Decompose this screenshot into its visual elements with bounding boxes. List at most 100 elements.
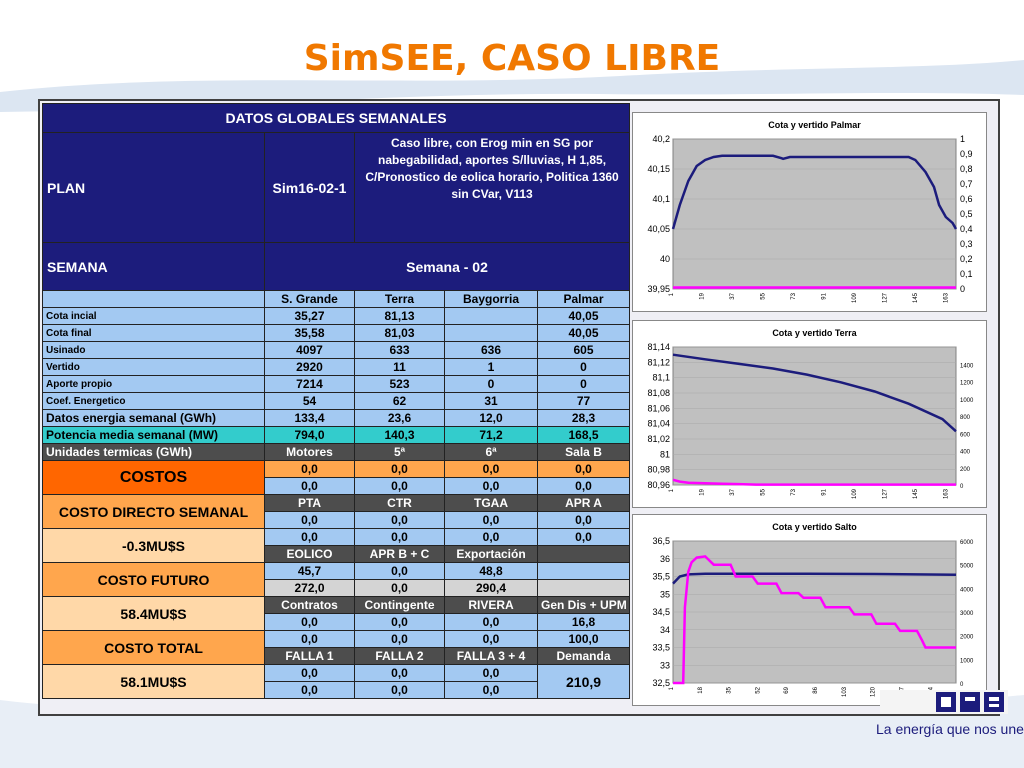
x-tick-label: 163 <box>944 292 950 303</box>
x-tick-label: 127 <box>883 292 889 303</box>
costo-futuro-value: 58.4MU$S <box>42 596 265 631</box>
y2-tick-label: 0,5 <box>960 209 973 219</box>
y2-tick-label: 0,2 <box>960 254 973 264</box>
generator-header: CTR <box>354 494 445 512</box>
series-line <box>672 353 957 433</box>
y-tick-label: 81,08 <box>647 388 670 398</box>
data-cell: 605 <box>536 341 631 359</box>
x-tick-label: 86 <box>813 686 819 693</box>
generator-header: Demanda <box>536 647 631 665</box>
chart-palmar: Cota y vertido Palmar 40,2 40,15 40,1 40,05 4… <box>632 112 987 312</box>
row-label: Coef. Energetico <box>42 392 265 410</box>
data-cell: 4097 <box>264 341 355 359</box>
semana-label: SEMANA <box>42 242 265 291</box>
x-tick-label: 69 <box>784 686 790 693</box>
generator-header: RIVERA <box>444 596 538 614</box>
generator-header: Gen Dis + UPM <box>536 596 631 614</box>
generator-header: FALLA 2 <box>354 647 445 665</box>
weekly-data-table: DATOS GLOBALES SEMANALES PLAN Sim16-02-1… <box>41 103 631 699</box>
y2-tick-label: 0,3 <box>960 239 973 249</box>
column-header: Baygorria <box>444 290 538 308</box>
series-line <box>672 478 956 486</box>
generator-cell: 0,0 <box>444 613 538 631</box>
y2-tick-label: 400 <box>960 450 971 456</box>
falla-cell: 0,0 <box>354 681 445 699</box>
costo-total-label: COSTO TOTAL <box>42 630 265 665</box>
termicas-cell: 0,0 <box>444 477 538 495</box>
row-label: Usinado <box>42 341 265 359</box>
termicas-header: Motores <box>264 443 355 461</box>
generator-cell: 48,8 <box>444 562 538 580</box>
series-line <box>672 572 957 585</box>
termicas-cell: 0,0 <box>444 460 538 478</box>
data-cell: 2920 <box>264 358 355 376</box>
generator-cell: 0,0 <box>354 528 445 546</box>
generator-cell <box>536 579 631 597</box>
chart-salto-svg: Cota y vertido Salto 36,5 36 35,5 35 34,5 34 33… <box>652 522 974 697</box>
generator-cell: 0,0 <box>536 511 631 529</box>
y-tick-label: 36 <box>660 554 670 564</box>
x-tick-label: 145 <box>913 488 919 499</box>
generator-header: EOLICO <box>264 545 355 563</box>
y-tick-label: 35,5 <box>652 572 670 582</box>
generator-header: Contratos <box>264 596 355 614</box>
x-tick-label: 37 <box>730 292 736 299</box>
y-tick-label: 40,2 <box>652 134 670 144</box>
column-header: S. Grande <box>264 290 355 308</box>
falla-cell: 0,0 <box>444 664 538 682</box>
series-line <box>671 154 958 230</box>
costo-futuro-label: COSTO FUTURO <box>42 562 265 597</box>
y2-tick-label: 0 <box>960 284 965 294</box>
y-tick-label: 81 <box>660 449 670 459</box>
y2-tick-label: 1000 <box>960 658 974 664</box>
energia-cell: 12,0 <box>444 409 538 427</box>
energia-cell: 133,4 <box>264 409 355 427</box>
generator-cell: 0,0 <box>354 562 445 580</box>
termicas-header: 5ª <box>354 443 445 461</box>
y-tick-label: 33 <box>660 660 670 670</box>
y-tick-label: 40,05 <box>647 224 670 234</box>
chart-terra: Cota y vertido Terra 81,14 81,12 81,1 81,08 8… <box>632 320 987 508</box>
x-tick-label: 145 <box>913 292 919 303</box>
generator-cell <box>536 562 631 580</box>
x-tick-label: 1 <box>669 686 675 690</box>
x-tick-label: 35 <box>727 686 733 693</box>
x-tick-label: 55 <box>761 292 767 299</box>
energia-cell: 23,6 <box>354 409 445 427</box>
x-tick-label: 109 <box>852 488 858 499</box>
table-header: DATOS GLOBALES SEMANALES <box>41 103 631 133</box>
plan-description: Caso libre, con Erog min en SG por nabeg… <box>353 132 631 243</box>
data-cell: 40,05 <box>536 324 631 342</box>
row-label: Vertido <box>42 358 265 376</box>
data-cell: 0 <box>536 375 631 393</box>
data-cell: 523 <box>354 375 445 393</box>
x-tick-label: 55 <box>761 488 767 495</box>
y-tick-label: 81,1 <box>652 373 670 383</box>
y2-tick-label: 0 <box>960 682 964 688</box>
generator-cell: 0,0 <box>264 528 355 546</box>
generator-cell: 100,0 <box>536 630 631 648</box>
data-cell: 81,03 <box>354 324 445 342</box>
generator-header: FALLA 1 <box>264 647 355 665</box>
costo-directo-label: COSTO DIRECTO SEMANAL <box>42 494 265 529</box>
generator-cell: 45,7 <box>264 562 355 580</box>
y-tick-label: 36,5 <box>652 536 670 546</box>
x-tick-label: 37 <box>730 488 736 495</box>
x-tick-label: 52 <box>755 686 761 693</box>
generator-header: Contingente <box>354 596 445 614</box>
y-tick-label: 81,12 <box>647 357 670 367</box>
y-tick-label: 81,02 <box>647 434 670 444</box>
column-header: Terra <box>354 290 445 308</box>
x-tick-label: 1 <box>669 488 675 492</box>
y2-tick-label: 0 <box>960 484 964 490</box>
generator-cell: 0,0 <box>264 630 355 648</box>
termicas-cell: 0,0 <box>354 477 445 495</box>
y2-tick-label: 2000 <box>960 635 974 641</box>
y2-tick-label: 0,4 <box>960 224 973 234</box>
falla-cell: 0,0 <box>444 681 538 699</box>
generator-cell: 0,0 <box>536 528 631 546</box>
row-label: Cota incial <box>42 307 265 325</box>
generator-cell: 290,4 <box>444 579 538 597</box>
y2-tick-label: 0,8 <box>960 164 973 174</box>
data-cell: 62 <box>354 392 445 410</box>
